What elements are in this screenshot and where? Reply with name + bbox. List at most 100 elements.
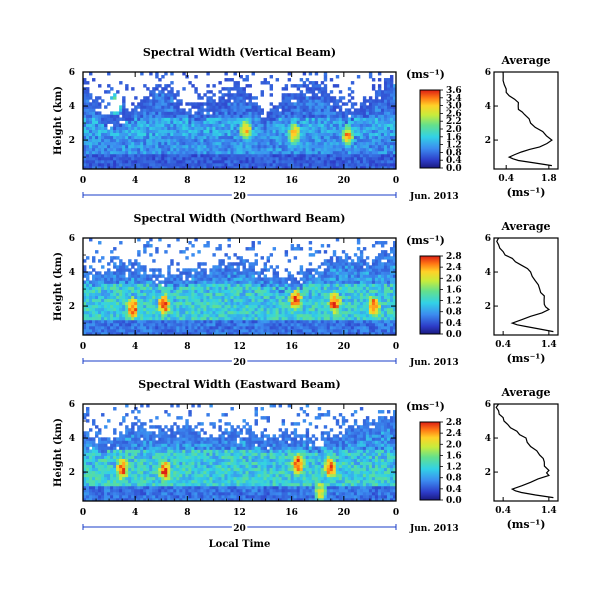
heatmap-cell — [83, 135, 87, 140]
heatmap-cell — [302, 316, 307, 321]
heatmap-cell — [362, 295, 367, 300]
heatmap-cell — [212, 138, 216, 143]
heatmap-cell — [392, 132, 397, 137]
heatmap-cell — [368, 325, 373, 330]
heatmap-cell — [152, 307, 156, 312]
heatmap-cell — [278, 292, 283, 296]
heatmap-cell — [281, 325, 286, 330]
heatmap-cell — [308, 307, 313, 312]
heatmap-cell — [296, 304, 301, 309]
heatmap-cell — [278, 280, 283, 284]
heatmap-cell — [263, 310, 267, 315]
heatmap-cell — [197, 283, 201, 287]
heatmap-cell — [98, 274, 102, 278]
heatmap-cell — [134, 292, 138, 296]
heatmap-cell — [164, 165, 168, 170]
heatmap-cell — [155, 132, 159, 137]
heatmap-cell — [293, 292, 298, 296]
heatmap-cell — [125, 126, 129, 130]
heatmap-cell — [158, 132, 162, 137]
heatmap-cell — [164, 310, 168, 315]
heatmap-cell — [131, 289, 135, 293]
heatmap-cell — [326, 153, 331, 158]
heatmap-cell — [131, 159, 135, 164]
heatmap-cell — [191, 325, 195, 330]
heatmap-cell — [113, 135, 117, 140]
heatmap-cell — [107, 307, 111, 312]
heatmap-cell — [287, 328, 292, 333]
heatmap-cell — [125, 162, 129, 167]
heatmap-cell — [161, 120, 165, 124]
heatmap-cell — [248, 111, 252, 115]
heatmap-cell — [368, 289, 373, 293]
heatmap-cell — [359, 129, 364, 134]
heatmap-cell — [218, 301, 222, 306]
heatmap-cell — [140, 72, 144, 76]
heatmap-cell — [137, 238, 141, 242]
heatmap-cell — [296, 325, 301, 330]
heatmap-cell — [203, 286, 207, 290]
heatmap-cell — [137, 271, 141, 275]
heatmap-cell — [284, 120, 289, 124]
heatmap-cell — [86, 120, 90, 124]
heatmap-cell — [284, 325, 289, 330]
heatmap-cell — [152, 117, 156, 121]
heatmap-cell — [287, 325, 292, 330]
heatmap-cell — [362, 165, 367, 170]
heatmap-cell — [239, 274, 243, 278]
heatmap-cell — [149, 90, 153, 94]
heatmap-cell — [197, 331, 201, 336]
colorbar-tick-label: 1.2 — [446, 141, 462, 151]
heatmap-cell — [125, 144, 129, 149]
heatmap-cell — [299, 96, 304, 100]
heatmap-cell — [116, 153, 120, 158]
heatmap-cell — [281, 96, 286, 100]
heatmap-cell — [89, 147, 93, 152]
heatmap-cell — [275, 114, 280, 118]
heatmap-cell — [332, 265, 337, 269]
heatmap-cell — [149, 99, 153, 103]
heatmap-cell — [131, 286, 135, 290]
heatmap-cell — [152, 313, 156, 318]
heatmap-cell — [239, 271, 243, 275]
heatmap-cell — [260, 283, 264, 287]
heatmap-cell — [95, 298, 99, 303]
heatmap-cell — [197, 96, 201, 100]
heatmap-cell — [353, 114, 358, 118]
heatmap-cell — [380, 150, 385, 155]
heatmap-cell — [92, 268, 96, 272]
heatmap-cell — [236, 150, 240, 155]
heatmap-cell — [239, 108, 243, 112]
heatmap-cell — [218, 295, 222, 300]
heatmap-cell — [302, 289, 307, 293]
heatmap-cell — [359, 132, 364, 137]
heatmap-cell — [266, 313, 270, 318]
heatmap-cell — [263, 129, 267, 134]
heatmap-cell — [236, 96, 240, 100]
heatmap-cell — [218, 96, 222, 100]
heatmap-cell — [242, 138, 246, 143]
heatmap-cell — [371, 84, 376, 88]
heatmap-cell — [203, 277, 207, 281]
heatmap-cell — [104, 271, 108, 275]
heatmap-cell — [302, 102, 307, 106]
heatmap-cell — [323, 331, 328, 336]
heatmap-cell — [191, 141, 195, 146]
heatmap-cell — [359, 162, 364, 167]
heatmap-cell — [248, 138, 252, 143]
heatmap-cell — [164, 135, 168, 140]
heatmap-cell — [248, 84, 252, 88]
heatmap-cell — [224, 105, 228, 109]
heatmap-cell — [122, 156, 126, 161]
heatmap-cell — [173, 322, 177, 327]
heatmap-cell — [101, 277, 105, 281]
heatmap-cell — [266, 280, 270, 284]
heatmap-cell — [341, 150, 346, 155]
heatmap-cell — [119, 313, 123, 318]
heatmap-cell — [185, 325, 189, 330]
heatmap-cell — [281, 292, 286, 296]
heatmap-cell — [332, 111, 337, 115]
heatmap-cell — [209, 150, 213, 155]
heatmap-cell — [158, 144, 162, 149]
heatmap-cell — [257, 271, 261, 275]
